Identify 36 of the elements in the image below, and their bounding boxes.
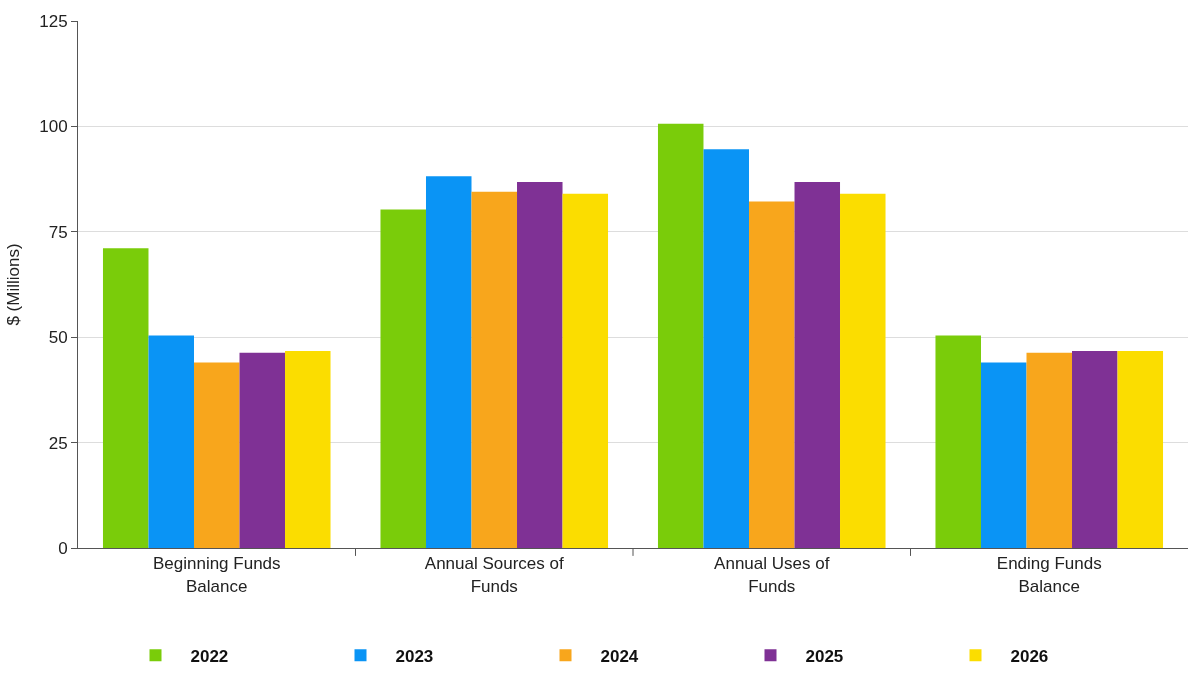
bar bbox=[749, 201, 795, 548]
y-axis-title: $ (Millions) bbox=[3, 243, 23, 326]
bar bbox=[471, 191, 518, 548]
bar bbox=[194, 362, 240, 548]
legend-label: 2022 bbox=[190, 646, 229, 666]
bar bbox=[285, 351, 331, 548]
y-tick-label: 75 bbox=[48, 222, 68, 242]
y-tick-label: 125 bbox=[39, 11, 68, 31]
y-tick-label: 100 bbox=[39, 117, 68, 137]
bar bbox=[1072, 351, 1118, 548]
legend-label: 2023 bbox=[395, 646, 434, 666]
bar bbox=[980, 362, 1027, 548]
x-tick-label: Annual Sources of Funds bbox=[424, 554, 564, 596]
bar bbox=[380, 209, 426, 548]
x-tick-label: Beginning Funds Balance bbox=[152, 554, 281, 596]
bar bbox=[935, 335, 981, 548]
bar bbox=[794, 182, 841, 548]
x-tick-label: Annual Uses of Funds bbox=[714, 554, 830, 596]
bar bbox=[148, 335, 194, 548]
legend-label: 2026 bbox=[1010, 646, 1049, 666]
y-tick-label: 0 bbox=[58, 538, 68, 558]
y-tick-label: 25 bbox=[48, 433, 68, 453]
bar bbox=[1117, 351, 1164, 548]
bar bbox=[425, 176, 472, 548]
x-tick-label: Ending Funds Balance bbox=[996, 554, 1102, 596]
bar bbox=[102, 248, 149, 548]
bar bbox=[657, 123, 704, 548]
bar bbox=[840, 193, 886, 548]
y-tick-label: 50 bbox=[48, 328, 68, 348]
bar bbox=[517, 182, 563, 548]
bar bbox=[239, 352, 286, 548]
bar bbox=[562, 193, 609, 548]
legend-label: 2025 bbox=[805, 646, 844, 666]
bar bbox=[703, 149, 749, 548]
bar bbox=[1026, 352, 1073, 548]
legend-label: 2024 bbox=[600, 646, 639, 666]
